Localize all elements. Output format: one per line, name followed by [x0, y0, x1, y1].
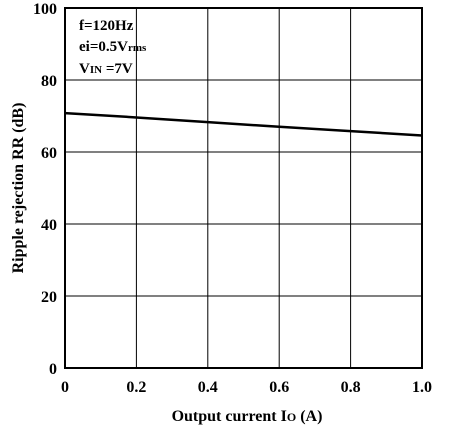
y-tick-label: 80: [41, 73, 57, 90]
x-tick-label: 0: [61, 379, 69, 396]
x-tick-label: 0.6: [269, 379, 289, 396]
y-tick-label: 20: [41, 289, 57, 306]
plot-frame: [64, 7, 423, 369]
series-line-0: [64, 111, 423, 137]
y-tick-label: 40: [41, 217, 57, 234]
grid: [65, 8, 422, 368]
y-axis-label: Ripple rejection RR (dB): [10, 103, 27, 274]
x-tick-label: 0.4: [198, 379, 218, 396]
x-tick-label: 0.8: [341, 379, 361, 396]
x-tick-label: 0.2: [126, 379, 146, 396]
series-layer: [64, 111, 423, 137]
y-tick-labels: 0 20 40 60 80 100: [33, 1, 57, 378]
y-tick-label: 60: [41, 145, 57, 162]
x-tick-labels: 0 0.2 0.4 0.6 0.8 1.0: [61, 379, 432, 396]
x-axis-label: Output current IO (A): [172, 408, 323, 425]
condition-input-voltage: VIN =7V: [79, 61, 133, 77]
x-tick-label: 1.0: [412, 379, 432, 396]
y-tick-label: 100: [33, 1, 57, 18]
condition-frequency: f=120Hz: [79, 18, 134, 34]
y-tick-label: 0: [49, 361, 57, 378]
condition-input-ripple: ei=0.5Vrms: [79, 39, 147, 55]
